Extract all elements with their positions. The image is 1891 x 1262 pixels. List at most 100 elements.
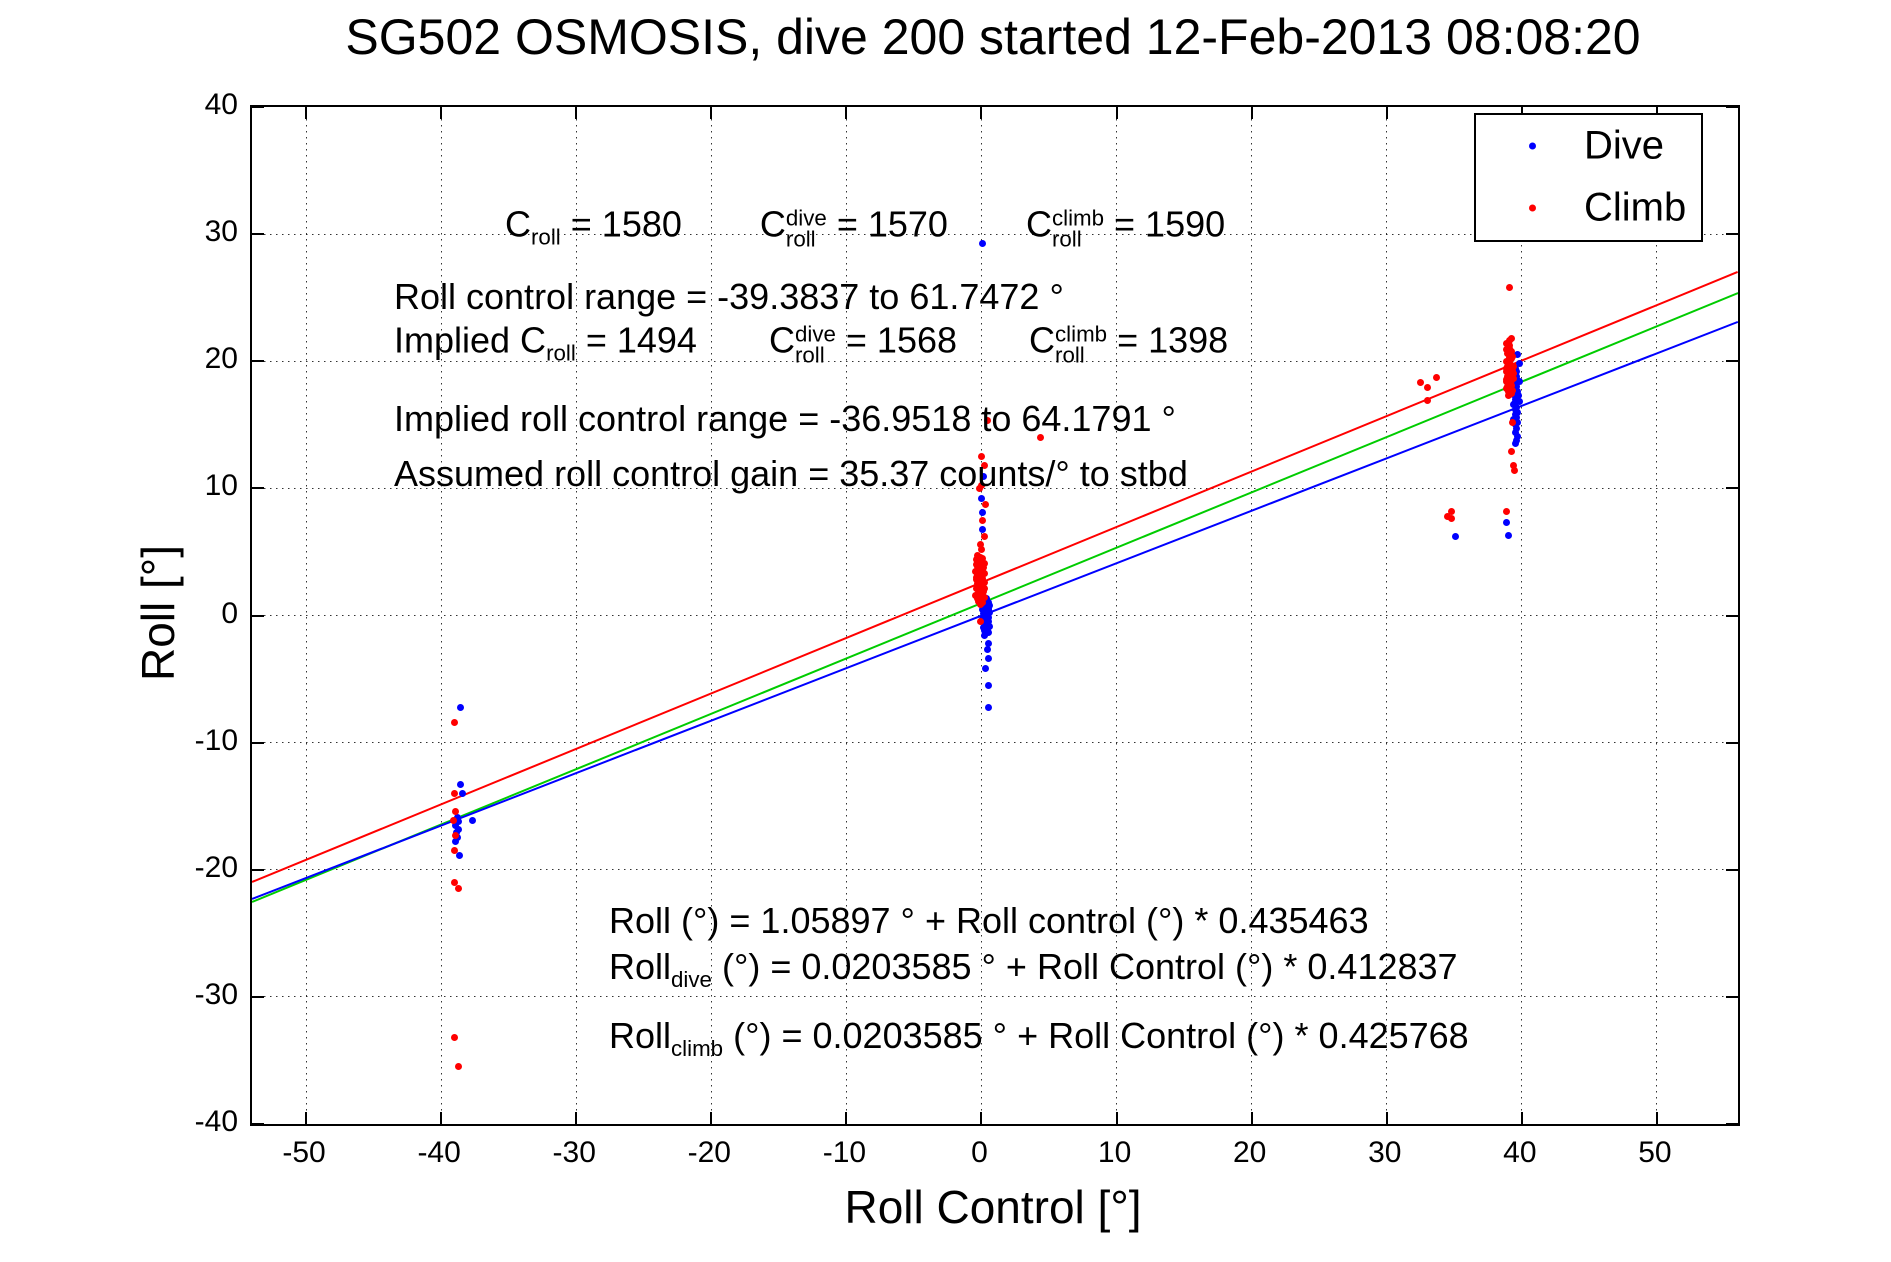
data-point-climb: [976, 600, 984, 608]
annotation-implied-roll-centers: Implied Croll = 1494 Cdive roll = 1568 Ccl…: [394, 319, 1229, 368]
tick-top: [575, 107, 578, 119]
data-point-dive: [455, 817, 463, 825]
data-point-climb: [972, 574, 980, 582]
data-point-climb: [975, 484, 983, 492]
gridline-horizontal: [252, 233, 1738, 235]
tick-bottom: [845, 1112, 848, 1124]
tick-right: [1726, 233, 1738, 236]
x-axis-label: Roll Control [°]: [844, 1181, 1142, 1233]
data-point-climb: [1506, 284, 1514, 292]
data-point-dive: [977, 495, 985, 503]
annotation-assumed-gain: Assumed roll control gain = 35.37 counts…: [394, 453, 1188, 494]
data-point-climb: [971, 567, 979, 575]
tick-top: [1250, 107, 1253, 119]
data-point-climb: [1423, 384, 1431, 392]
y-tick-label: 40: [204, 88, 238, 121]
y-tick-label: -10: [194, 723, 238, 757]
data-point-climb: [455, 885, 463, 893]
data-point-climb: [1505, 348, 1513, 356]
data-point-dive: [1515, 398, 1523, 406]
tick-bottom: [575, 1112, 578, 1124]
x-tick-label: 30: [1368, 1136, 1402, 1169]
data-point-climb: [1510, 362, 1518, 370]
tick-left: [252, 868, 264, 871]
legend-label: Dive: [1584, 123, 1665, 168]
tick-bottom: [1520, 1112, 1523, 1124]
data-point-dive: [979, 509, 987, 517]
annotation-fit-equation-combined: Roll (°) = 1.05897 ° + Roll control (°) …: [609, 900, 1369, 941]
tick-right: [1726, 1123, 1738, 1124]
annotation-fit-equation-dive: Rolldive (°) = 0.0203585 ° + Roll Contro…: [609, 946, 1458, 992]
data-point-climb: [450, 816, 458, 824]
data-point-climb: [1423, 397, 1431, 405]
data-point-dive: [985, 605, 993, 612]
tick-left: [252, 360, 264, 363]
tick-left: [252, 1123, 264, 1124]
tick-left: [252, 995, 264, 998]
legend-marker-climb: [1529, 204, 1536, 212]
data-point-dive: [982, 665, 990, 673]
legend-entry-dive: Dive: [1476, 115, 1701, 177]
data-point-climb: [982, 501, 990, 509]
data-point-climb: [1510, 461, 1518, 469]
data-point-dive: [1503, 519, 1511, 527]
data-point-dive: [980, 632, 988, 640]
gridline-horizontal: [252, 360, 1738, 362]
data-point-dive: [979, 239, 987, 247]
data-point-climb: [980, 461, 988, 469]
data-point-climb: [451, 789, 459, 797]
data-point-dive: [982, 619, 990, 627]
data-point-climb: [1509, 374, 1517, 382]
gridline-horizontal: [252, 869, 1738, 871]
data-point-climb: [1037, 434, 1045, 442]
x-tick-label: 40: [1503, 1136, 1537, 1169]
data-point-dive: [456, 781, 464, 789]
tick-right: [1726, 741, 1738, 744]
tick-right: [1726, 614, 1738, 617]
data-point-dive: [459, 789, 467, 797]
tick-right: [1726, 360, 1738, 363]
data-point-dive: [1510, 399, 1518, 407]
tick-bottom: [305, 1112, 308, 1124]
data-point-dive: [453, 814, 461, 822]
data-point-climb: [454, 1063, 462, 1071]
data-point-climb: [980, 533, 988, 541]
data-point-climb: [1508, 352, 1516, 360]
x-tick-label: 10: [1097, 1136, 1132, 1169]
legend-marker-dive: [1529, 142, 1536, 150]
data-point-climb: [973, 585, 981, 593]
data-point-climb: [1507, 448, 1515, 455]
legend-entry-climb: Climb: [1476, 177, 1701, 239]
data-point-climb: [451, 831, 459, 839]
data-point-climb: [979, 568, 987, 576]
data-point-dive: [456, 703, 464, 711]
data-point-dive: [984, 609, 992, 617]
data-point-dive: [1513, 376, 1521, 384]
tick-right: [1726, 487, 1738, 490]
tick-right: [1726, 995, 1738, 998]
figure-title: SG502 OSMOSIS, dive 200 started 12-Feb-2…: [345, 9, 1641, 65]
data-point-climb: [975, 580, 983, 588]
tick-left: [252, 614, 264, 617]
data-point-climb: [1433, 374, 1441, 382]
data-point-dive: [984, 655, 992, 663]
tick-bottom: [710, 1112, 713, 1124]
data-point-climb: [1502, 385, 1510, 393]
data-point-dive: [1515, 360, 1523, 368]
y-tick-label: 0: [221, 596, 238, 630]
data-point-climb: [973, 563, 981, 571]
data-point-dive: [1512, 425, 1520, 433]
data-point-climb: [1448, 515, 1456, 523]
data-point-dive: [984, 639, 992, 647]
tick-bottom: [440, 1112, 443, 1124]
data-point-dive: [984, 703, 992, 711]
data-point-dive: [1511, 440, 1519, 448]
gridline-horizontal: [252, 487, 1738, 489]
data-point-climb: [1507, 334, 1515, 342]
x-tick-label: -20: [687, 1136, 731, 1169]
gridline-horizontal: [252, 615, 1738, 616]
legend-label: Climb: [1584, 185, 1687, 230]
data-point-climb: [1504, 392, 1512, 400]
y-tick-label: 20: [204, 342, 238, 376]
